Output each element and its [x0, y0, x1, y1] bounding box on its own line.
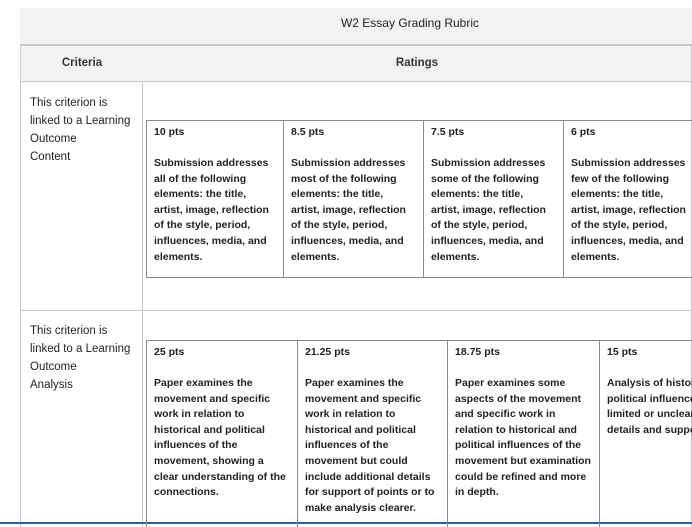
- rating-description: Paper examines the movement and specific…: [305, 377, 435, 514]
- rating-cell: 25 pts Paper examines the movement and sp…: [146, 340, 298, 527]
- criterion-note: This criterion is linked to a Learning O…: [30, 325, 131, 373]
- rating-points: 18.75 pts: [455, 346, 500, 358]
- criterion-name: Analysis: [30, 379, 73, 391]
- rating-points: 10 pts: [154, 126, 185, 138]
- rating-points: 6 pts: [571, 126, 596, 138]
- criterion-name: Content: [30, 151, 71, 163]
- criteria-header: Criteria: [20, 45, 144, 82]
- rating-description: Submission addresses few of the followin…: [571, 157, 686, 263]
- criterion-cell: This criterion is linked to a Learning O…: [20, 310, 143, 527]
- rating-cell: 6 pts Submission addresses few of the fol…: [563, 120, 692, 278]
- title-bar: [20, 8, 692, 45]
- bottom-border: [0, 522, 692, 524]
- rating-cell: 10 pts Submission addresses all of the fo…: [146, 120, 284, 278]
- rating-description: Submission addresses most of the followi…: [291, 157, 406, 263]
- rating-cell: 8.5 pts Submission addresses most of the …: [283, 120, 424, 278]
- criterion-note: This criterion is linked to a Learning O…: [30, 97, 131, 145]
- rating-points: 7.5 pts: [431, 126, 465, 138]
- rating-description: Paper examines the movement and specific…: [154, 377, 286, 499]
- rating-description: Paper examines some aspects of the movem…: [455, 377, 591, 499]
- rating-cell: 18.75 pts Paper examines some aspects of …: [447, 340, 600, 527]
- rating-description: Submission addresses some of the followi…: [431, 157, 546, 263]
- rubric-title: W2 Essay Grading Rubric: [340, 16, 480, 30]
- rating-description: Analysis of historical and political inf…: [607, 377, 692, 436]
- rating-points: 25 pts: [154, 346, 185, 358]
- rating-description: Submission addresses all of the followin…: [154, 157, 269, 263]
- rating-points: 8.5 pts: [291, 126, 325, 138]
- rating-points: 15 pts: [607, 346, 638, 358]
- rating-cell: 15 pts Analysis of historical and politic…: [599, 340, 692, 527]
- rating-cell: 7.5 pts Submission addresses some of the …: [423, 120, 564, 278]
- ratings-header: Ratings: [143, 45, 692, 82]
- rating-points: 21.25 pts: [305, 346, 350, 358]
- criterion-cell: This criterion is linked to a Learning O…: [20, 82, 143, 311]
- rating-cell: 21.25 pts Paper examines the movement and…: [297, 340, 448, 527]
